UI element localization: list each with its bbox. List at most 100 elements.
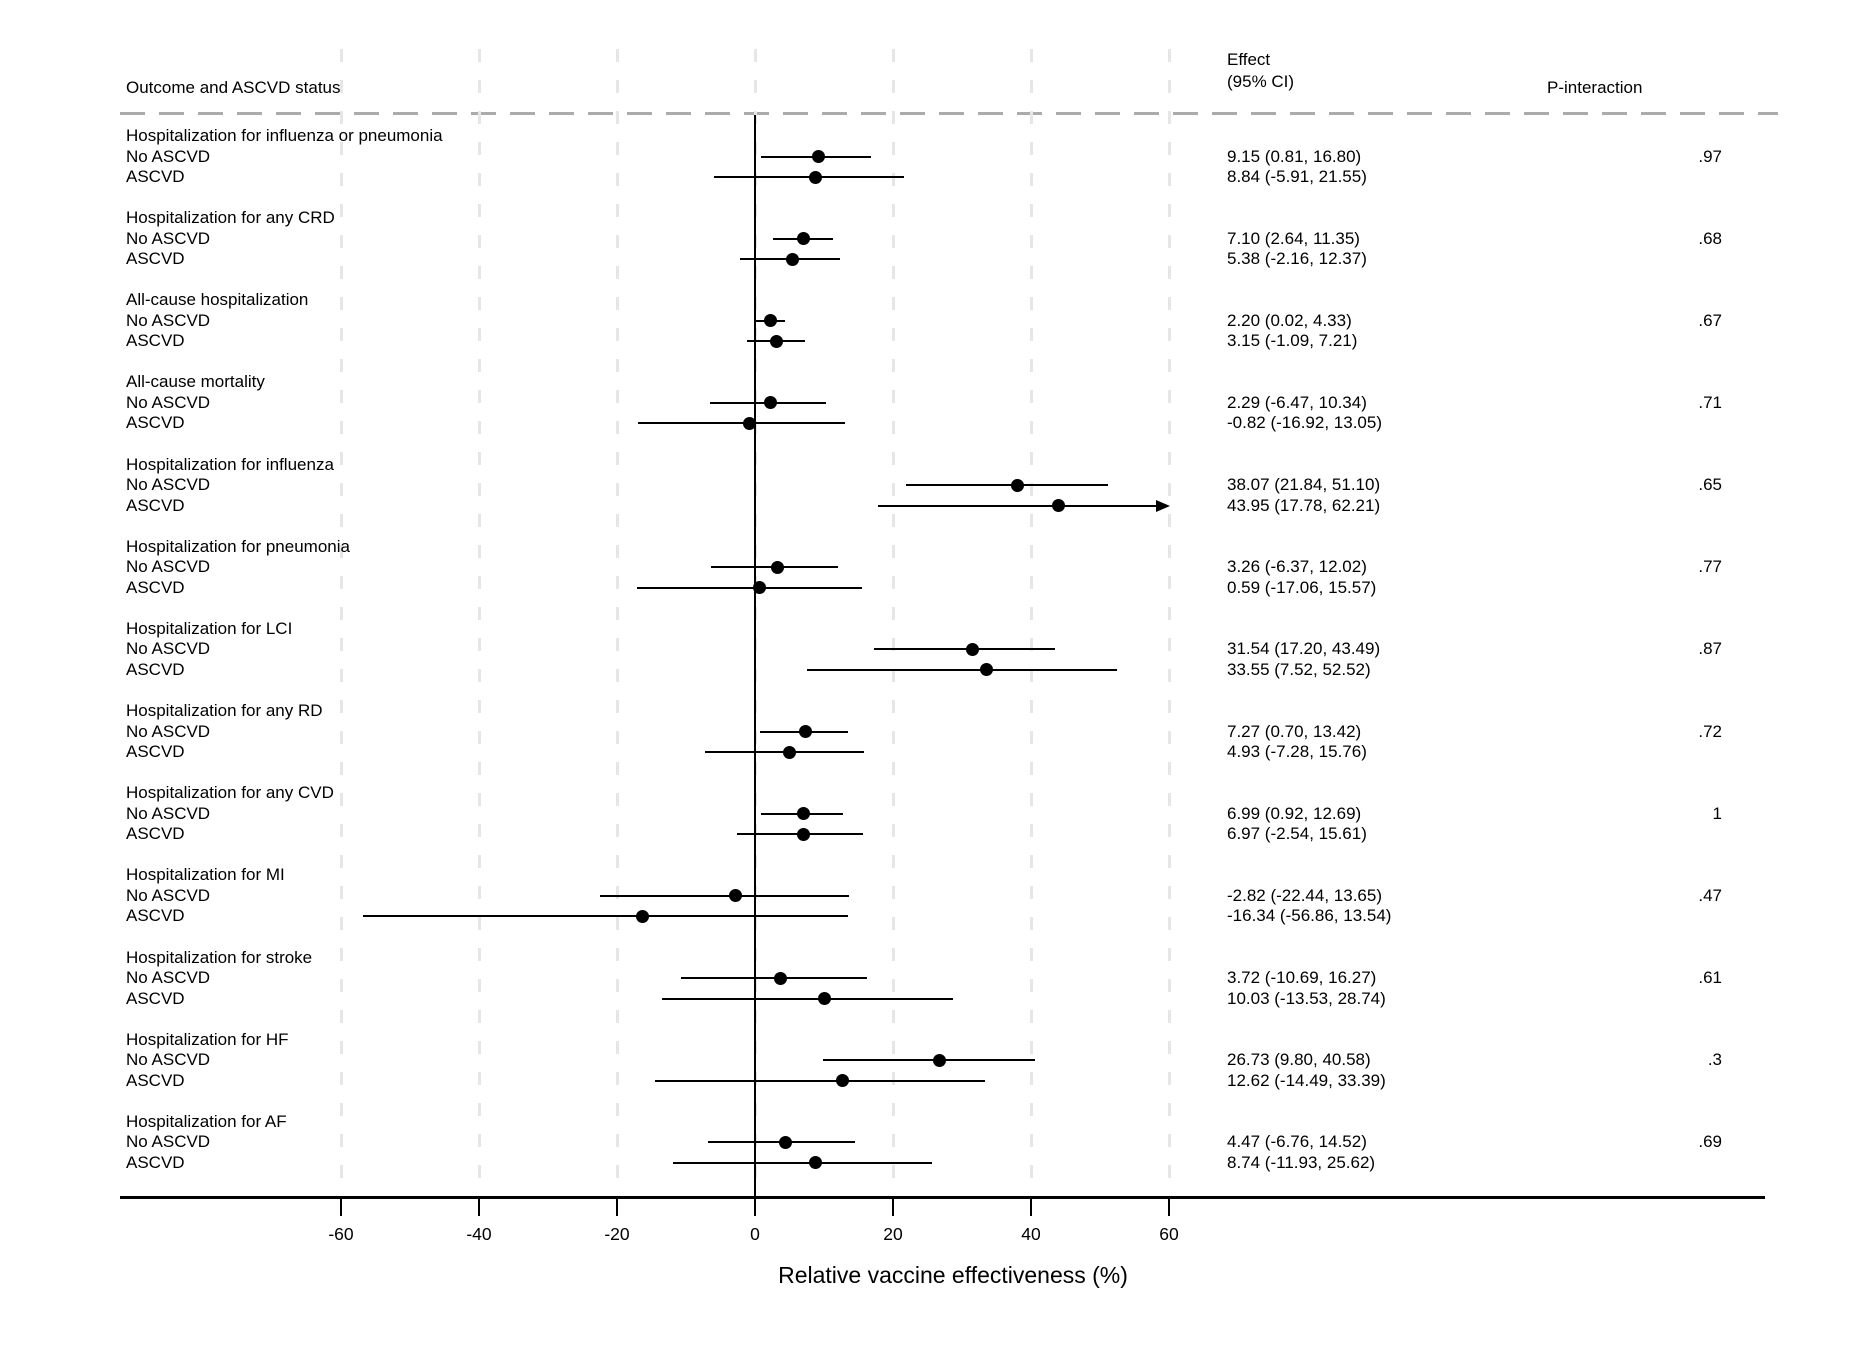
row-label: ASCVD (126, 413, 185, 433)
x-axis-title: Relative vaccine effectiveness (%) (778, 1262, 1128, 1288)
x-axis-tick-label-20: 20 (883, 1224, 903, 1244)
p-interaction-value: .69 (1698, 1132, 1722, 1152)
p-interaction-value: .87 (1698, 639, 1722, 659)
effect-ci-value: 4.93 (-7.28, 15.76) (1227, 742, 1367, 762)
effect-point-marker (770, 560, 784, 574)
p-interaction-value: .3 (1707, 1050, 1722, 1070)
row-label: ASCVD (126, 1152, 185, 1172)
effect-point-marker (796, 807, 810, 821)
x-axis-tick-label-60: 60 (1159, 1224, 1179, 1244)
row-label: No ASCVD (126, 803, 211, 823)
outcome-label: Hospitalization for influenza (126, 454, 334, 474)
row-label: No ASCVD (126, 392, 211, 412)
effect-point-marker (764, 396, 778, 410)
p-interaction-value: .47 (1698, 885, 1722, 905)
outcome-label: All-cause mortality (126, 372, 265, 392)
effect-ci-value: 7.27 (0.70, 13.42) (1227, 721, 1362, 741)
row-label: No ASCVD (126, 639, 211, 659)
row-label: ASCVD (126, 249, 185, 269)
p-interaction-value: .61 (1698, 968, 1722, 987)
effect-point-marker (742, 416, 756, 430)
effect-ci-value: 9.15 (0.81, 16.80) (1227, 146, 1362, 166)
row-label: ASCVD (126, 1070, 185, 1090)
confidence-interval-line (714, 176, 904, 178)
outcome-label: Hospitalization for AF (126, 1111, 287, 1131)
zero-reference-line (753, 115, 757, 1197)
effect-ci-value: 2.20 (0.02, 4.33) (1227, 310, 1352, 330)
x-axis-tick-20 (891, 1199, 895, 1216)
confidence-interval-line (638, 422, 846, 425)
column-header-outcome: Outcome and ASCVD status (126, 78, 341, 97)
x-axis-tick-label--60: -60 (328, 1224, 354, 1244)
x-axis-tick-40 (1029, 1199, 1033, 1216)
row-label: No ASCVD (126, 475, 211, 495)
gridline--60 (339, 49, 343, 1197)
row-label: No ASCVD (126, 557, 211, 577)
effect-point-marker (798, 725, 812, 739)
row-label: ASCVD (126, 906, 185, 926)
row-label: ASCVD (126, 659, 185, 679)
outcome-label: Hospitalization for MI (126, 865, 285, 885)
outcome-label: Hospitalization for pneumonia (126, 536, 350, 556)
x-axis-tick--40 (477, 1199, 481, 1216)
row-label: No ASCVD (126, 310, 211, 330)
effect-point-marker (779, 1135, 793, 1149)
row-label: ASCVD (126, 988, 185, 1008)
effect-ci-value: 38.07 (21.84, 51.10) (1227, 475, 1381, 495)
x-axis-tick-label--20: -20 (604, 1224, 630, 1244)
effect-point-marker (729, 889, 743, 903)
row-label: No ASCVD (126, 721, 211, 741)
gridline--40 (477, 49, 481, 1197)
confidence-interval-line (905, 484, 1108, 487)
effect-point-marker (811, 150, 825, 163)
effect-ci-value: 7.10 (2.64, 11.35) (1227, 228, 1360, 248)
p-interaction-value: .72 (1698, 721, 1722, 741)
outcome-label: Hospitalization for LCI (126, 618, 293, 638)
p-interaction-value: .97 (1698, 146, 1722, 166)
gridline-20 (891, 49, 895, 1197)
row-label: ASCVD (126, 742, 185, 762)
p-interaction-value: .71 (1698, 392, 1722, 412)
row-label: No ASCVD (126, 1132, 211, 1152)
outcome-label: All-cause hospitalization (126, 290, 309, 310)
effect-point-marker (835, 1074, 849, 1088)
confidence-interval-line (637, 586, 863, 589)
p-interaction-value: .68 (1698, 228, 1722, 248)
column-header-effect: Effect (95% CI) (1227, 49, 1294, 93)
x-axis-tick-0 (753, 1199, 757, 1216)
effect-point-marker (770, 334, 784, 348)
effect-point-marker (1051, 499, 1065, 513)
confidence-interval-line (655, 1079, 986, 1082)
effect-ci-value: 43.95 (17.78, 62.21) (1227, 495, 1381, 515)
effect-ci-value: 10.03 (-13.53, 28.74) (1227, 988, 1386, 1008)
effect-ci-value: -2.82 (-22.44, 13.65) (1227, 885, 1382, 905)
row-label: ASCVD (126, 167, 185, 186)
row-label: ASCVD (126, 495, 185, 515)
row-label: ASCVD (126, 577, 185, 597)
column-header-effect-line1: Effect (1227, 50, 1271, 69)
effect-point-marker (932, 1053, 946, 1067)
p-interaction-value: .65 (1698, 475, 1722, 495)
confidence-interval-line (362, 915, 849, 918)
ci-clipped-arrow-icon (1156, 499, 1170, 512)
effect-ci-value: 6.99 (0.92, 12.69) (1227, 803, 1362, 823)
effect-ci-value: 8.84 (-5.91, 21.55) (1227, 167, 1367, 186)
effect-ci-value: 6.97 (-2.54, 15.61) (1227, 824, 1367, 844)
effect-point-marker (817, 992, 831, 1005)
column-header-p-interaction: P-interaction (1547, 78, 1643, 97)
p-interaction-value: 1 (1712, 803, 1722, 823)
effect-ci-value: 3.26 (-6.37, 12.02) (1227, 557, 1367, 577)
x-axis-tick-60 (1167, 1199, 1171, 1216)
confidence-interval-line (873, 648, 1056, 651)
effect-point-marker (782, 745, 796, 759)
effect-point-marker (797, 232, 811, 246)
effect-ci-value: -0.82 (-16.92, 13.05) (1227, 413, 1382, 433)
effect-point-marker (979, 663, 993, 677)
effect-point-marker (774, 971, 788, 985)
gridline--20 (615, 49, 619, 1197)
outcome-label: Hospitalization for stroke (126, 947, 313, 967)
p-interaction-value: .77 (1698, 557, 1722, 577)
header-divider-dashed-line (120, 112, 1778, 115)
effect-ci-value: 8.74 (-11.93, 25.62) (1227, 1152, 1376, 1172)
